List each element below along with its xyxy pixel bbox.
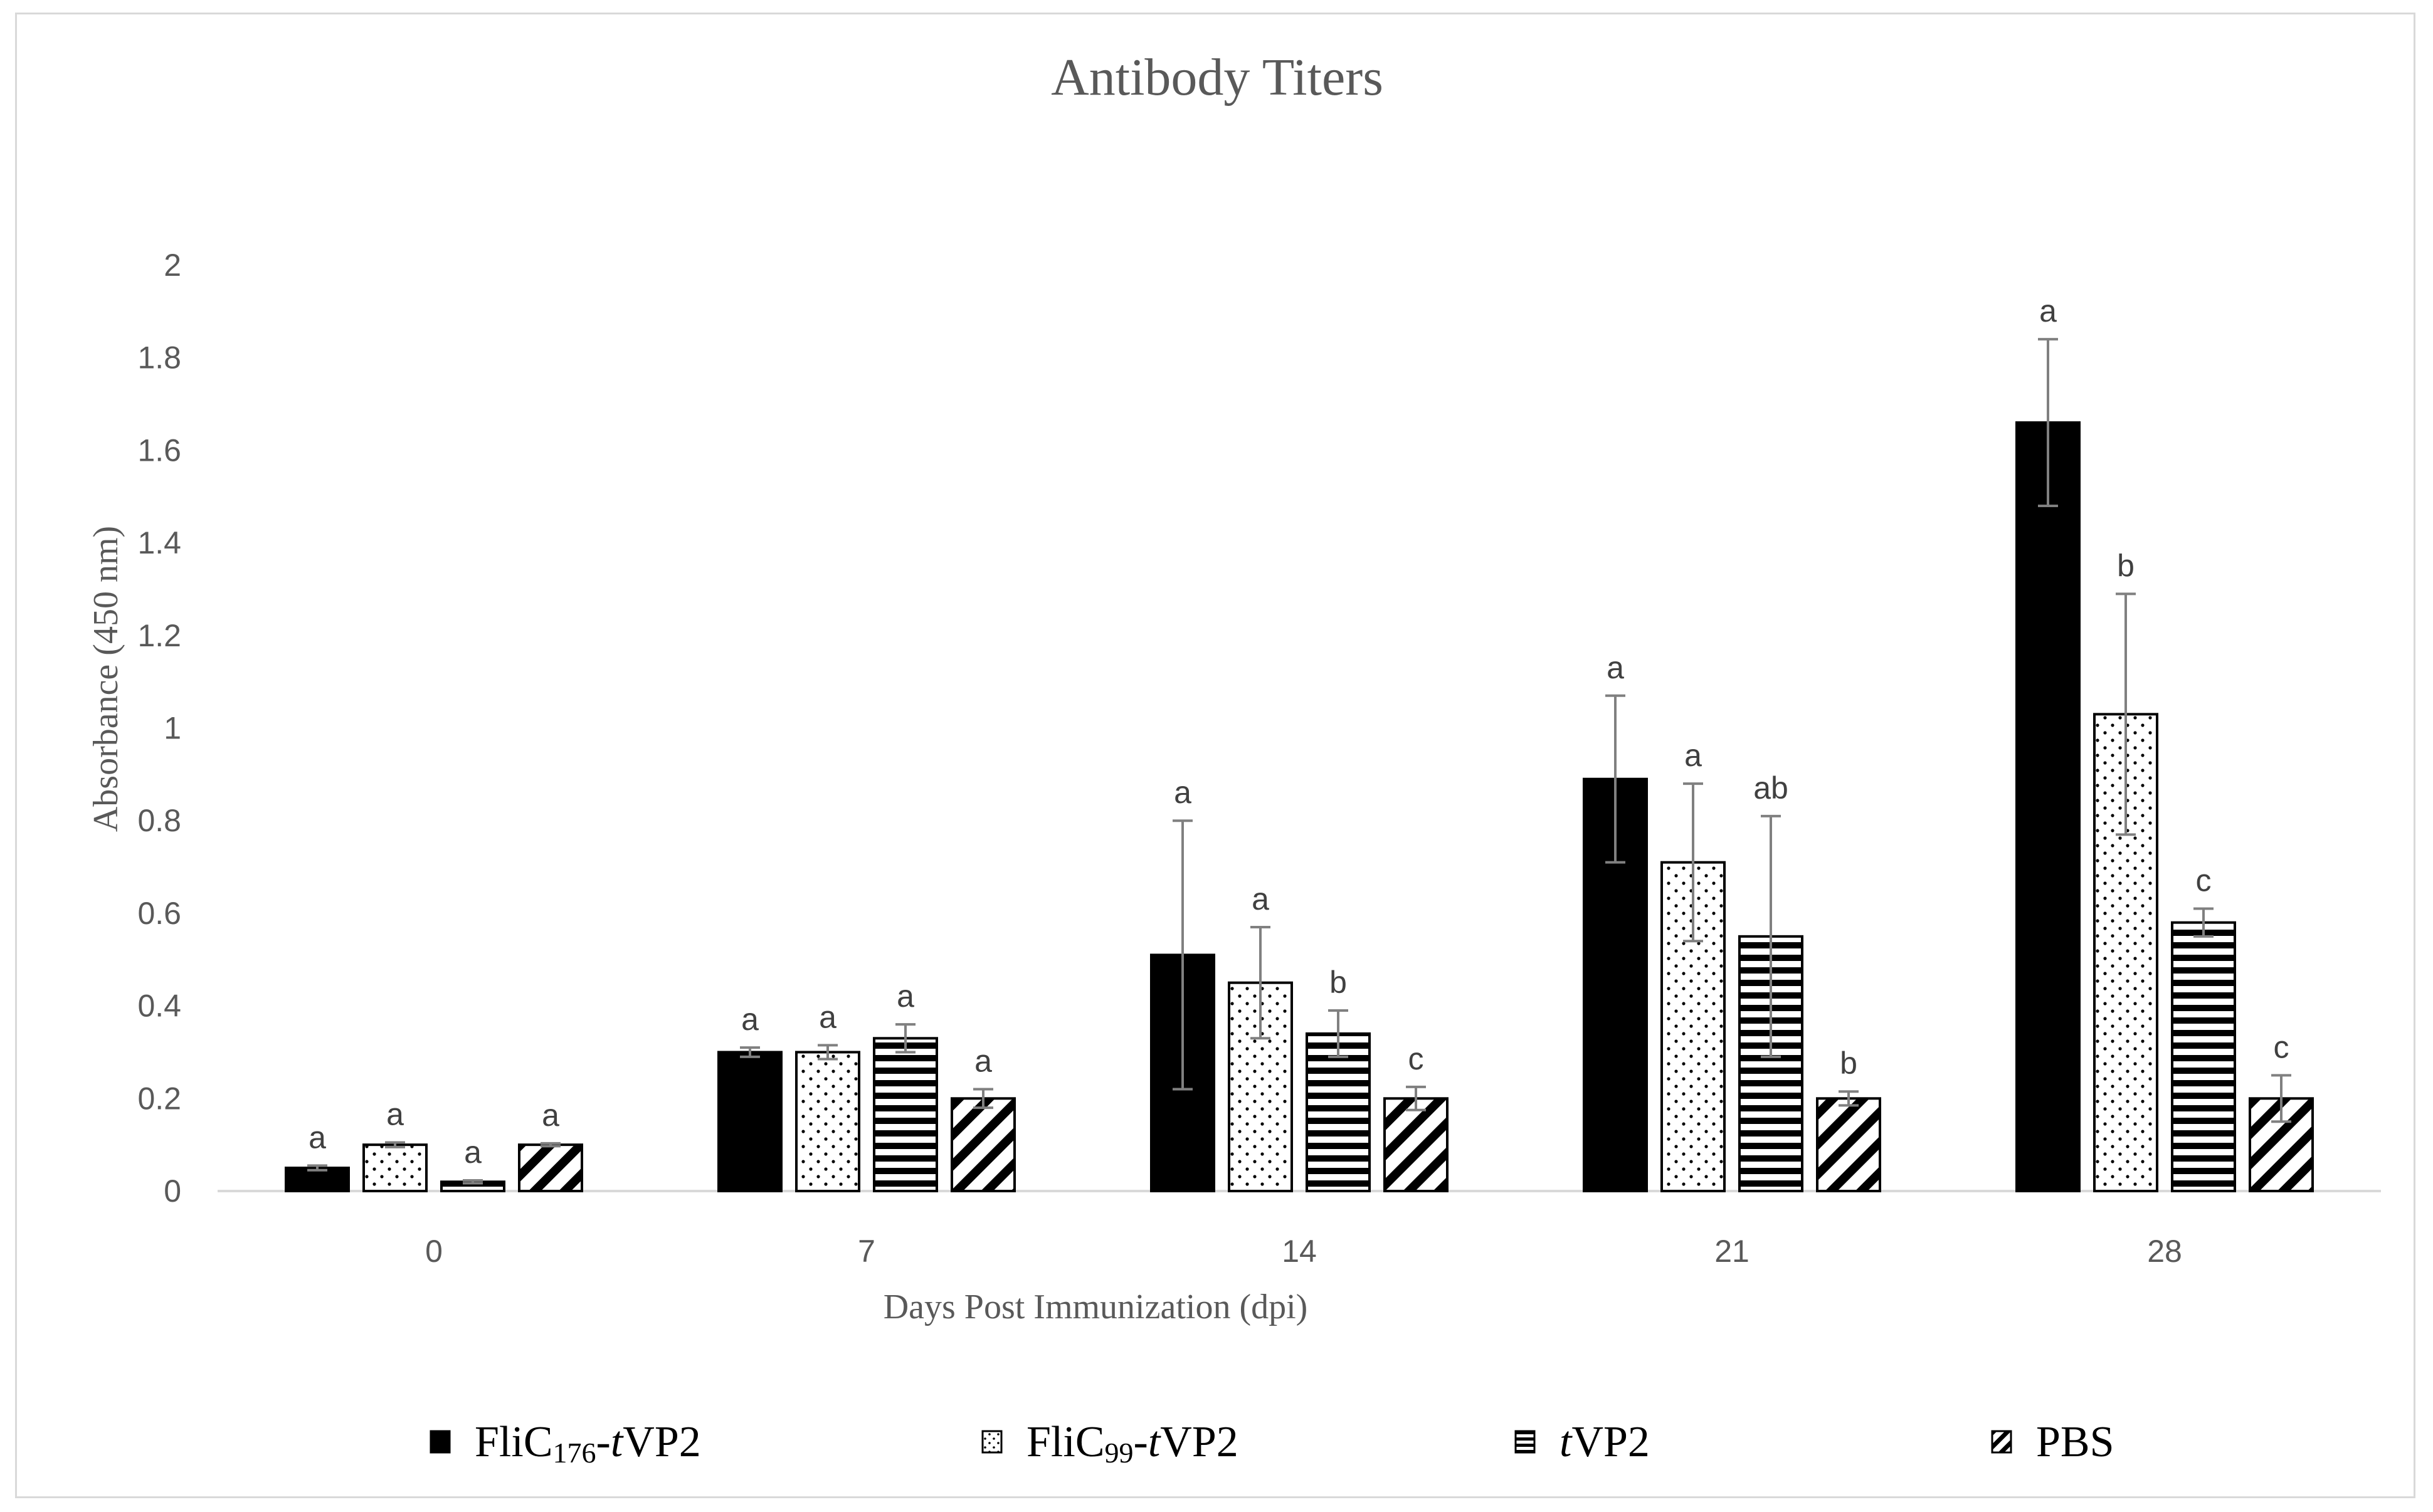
significance-letter: a: [1174, 775, 1191, 810]
legend-swatch: [1991, 1430, 2012, 1454]
legend-label-dash: -: [1134, 1418, 1148, 1466]
bar: [1383, 1097, 1449, 1193]
x-tick-label: 14: [1282, 1234, 1317, 1269]
legend-item: FliC99-tVP2: [981, 1418, 1238, 1469]
significance-letter: a: [819, 999, 837, 1034]
significance-letter: c: [1408, 1041, 1424, 1076]
significance-letter: a: [741, 1002, 759, 1037]
x-tick-label: 7: [858, 1234, 875, 1269]
significance-letter: ab: [1753, 770, 1788, 806]
series-diag: a a c b c: [518, 1029, 2314, 1193]
bar: [2249, 1097, 2314, 1193]
legend-swatch: [1514, 1430, 1536, 1454]
y-tick-label: 1.2: [137, 618, 181, 653]
legend-label-italic: t: [1560, 1418, 1573, 1466]
legend-label-suffix: VP2: [623, 1418, 700, 1466]
y-tick-label: 0.2: [137, 1081, 181, 1116]
significance-letter: c: [2196, 863, 2212, 898]
legend-label-main: FliC: [475, 1418, 553, 1466]
significance-letter: a: [542, 1098, 559, 1133]
chart-frame: Antibody Titers Absorbance (450 nm) Days…: [15, 13, 2415, 1498]
legend-label: FliC176-tVP2: [475, 1418, 701, 1469]
bar: [873, 1037, 938, 1193]
y-tick-label: 0.4: [137, 989, 181, 1024]
bar: [518, 1143, 583, 1193]
legend-label-main: PBS: [2036, 1418, 2114, 1466]
bar: [951, 1097, 1016, 1193]
y-axis: 0 0.2 0.4 0.6 0.8 1 1.2 1.4 1.6 1.8 2: [137, 248, 2381, 1209]
legend-swatch: [981, 1430, 1003, 1454]
legend-label-italic: t: [1148, 1418, 1161, 1466]
significance-letter: b: [1840, 1046, 1857, 1081]
legend: FliC176-tVP2 FliC99-tVP2 tVP2 PBS: [430, 1418, 2114, 1469]
legend-label: PBS: [2036, 1418, 2114, 1466]
y-tick-label: 0.8: [137, 803, 181, 838]
y-tick-label: 1.6: [137, 433, 181, 468]
significance-letter: a: [386, 1096, 404, 1131]
significance-letter: a: [2039, 293, 2057, 328]
x-tick-label: 28: [2147, 1234, 2182, 1269]
legend-label-subscript: 99: [1105, 1437, 1134, 1469]
bar: [2015, 421, 2081, 1193]
legend-label: FliC99-tVP2: [1027, 1418, 1238, 1469]
chart-title: Antibody Titers: [1051, 48, 1383, 107]
significance-letter: a: [1252, 881, 1269, 916]
y-axis-title: Absorbance (450 nm): [87, 526, 125, 832]
y-tick-label: 1.8: [137, 340, 181, 375]
legend-item: tVP2: [1514, 1418, 1650, 1466]
legend-item: FliC176-tVP2: [430, 1418, 701, 1469]
y-tick-label: 1.4: [137, 525, 181, 560]
significance-letter: a: [309, 1120, 326, 1155]
legend-label-suffix: VP2: [1571, 1418, 1649, 1466]
legend-label-dash: -: [596, 1418, 611, 1466]
significance-letter: b: [1329, 965, 1347, 1000]
x-tick-label: 0: [425, 1234, 443, 1269]
y-tick-label: 1: [164, 711, 181, 746]
bar: [1816, 1097, 1881, 1193]
series-solid: a a a a a: [285, 293, 2081, 1193]
y-tick-label: 0.6: [137, 896, 181, 931]
bar: [362, 1143, 428, 1193]
significance-letter: a: [1607, 650, 1624, 685]
significance-letter: a: [897, 979, 914, 1014]
significance-letter: a: [974, 1044, 992, 1079]
legend-label-italic: t: [611, 1418, 624, 1466]
legend-label-subscript: 176: [553, 1437, 596, 1469]
significance-letter: a: [464, 1135, 482, 1170]
legend-label-main: FliC: [1027, 1418, 1105, 1466]
bar: [717, 1051, 783, 1192]
x-axis-title: Days Post Immunization (dpi): [884, 1288, 1308, 1326]
y-tick-label: 0: [164, 1173, 181, 1209]
antibody-titers-chart: Antibody Titers Absorbance (450 nm) Days…: [87, 48, 2381, 1469]
legend-label: tVP2: [1560, 1418, 1650, 1466]
x-tick-label: 21: [1714, 1234, 1750, 1269]
significance-letter: a: [1684, 738, 1702, 773]
legend-swatch: [430, 1430, 451, 1454]
legend-item: PBS: [1991, 1418, 2114, 1466]
significance-letter: c: [2274, 1029, 2289, 1064]
significance-letter: b: [2117, 548, 2135, 583]
bar: [795, 1051, 860, 1192]
legend-label-suffix: VP2: [1160, 1418, 1238, 1466]
bar: [2171, 921, 2236, 1193]
y-tick-label: 2: [164, 248, 181, 283]
x-axis: 0 7 14 21 28: [425, 1234, 2182, 1269]
